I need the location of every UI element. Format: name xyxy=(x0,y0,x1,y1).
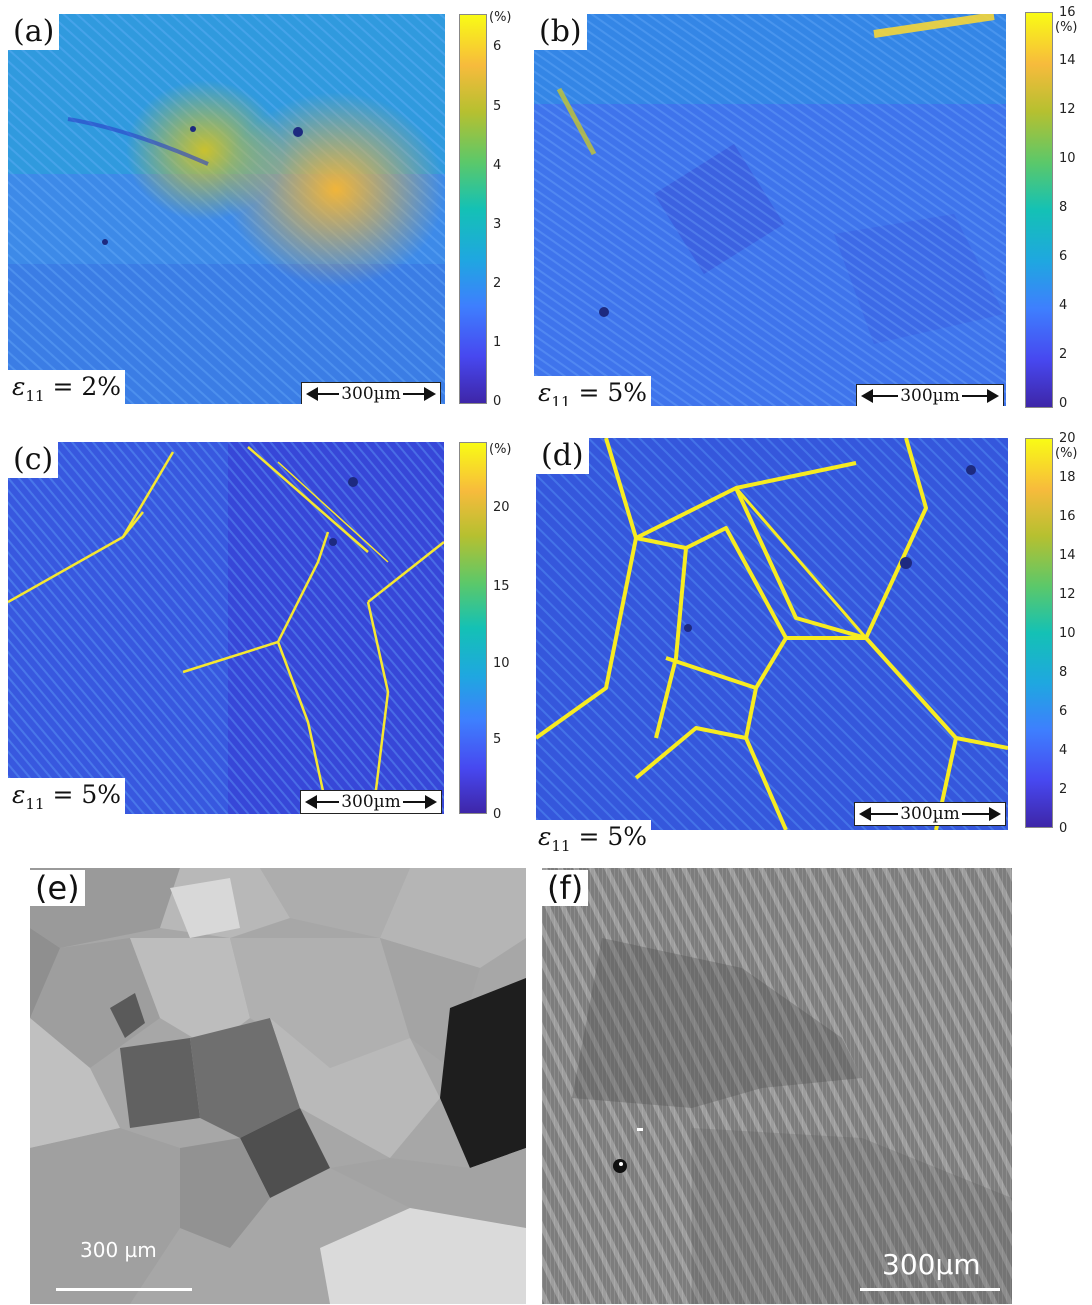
colorbar-tick: 10 xyxy=(1059,151,1076,166)
colorbar-tick: 20 xyxy=(493,500,510,515)
grain-image-e xyxy=(30,868,526,1304)
strain-label-c: ε11 = 5% xyxy=(8,778,126,814)
colorbar-tick: 10 xyxy=(1059,626,1076,641)
strain-label-b: ε11 = 5% xyxy=(534,376,652,406)
colorbar-tick: 5 xyxy=(493,732,502,747)
colorbar-tick: 4 xyxy=(493,158,502,173)
colorbar-tick: 0 xyxy=(493,394,502,409)
strain-map-panel-d: (d) 300µm xyxy=(536,438,1008,830)
scale-bar-f xyxy=(860,1288,1000,1291)
colorbar-gradient xyxy=(1025,12,1053,408)
colorbar-tick: 14 xyxy=(1059,548,1076,563)
colorbar-unit: (%) xyxy=(489,442,512,457)
sem-image-panel-f: (f) 300µm xyxy=(542,868,1012,1304)
sem-image-f xyxy=(542,868,1012,1304)
panel-label-c: (c) xyxy=(8,442,59,478)
colorbar-tick: 6 xyxy=(1059,704,1068,719)
colorbar-gradient xyxy=(459,14,487,404)
colorbar-tick: 18 xyxy=(1059,470,1076,485)
colorbar-gradient xyxy=(459,442,487,814)
strain-map-panel-a: (a) ε11 = 2% 300µm xyxy=(8,14,445,404)
panel-label-a: (a) xyxy=(8,14,60,50)
colorbar-tick: 12 xyxy=(1059,587,1076,602)
colorbar-tick: 14 xyxy=(1059,53,1076,68)
colorbar-c: (%) 20 15 10 5 0 xyxy=(459,442,529,822)
colorbar-d: 20 (%) 18 16 14 12 10 8 6 4 2 0 xyxy=(1025,432,1089,836)
colorbar-tick: 4 xyxy=(1059,743,1068,758)
colorbar-tick: 5 xyxy=(493,99,502,114)
colorbar-a: (%) 6 5 4 3 2 1 0 xyxy=(459,10,529,409)
panel-label-d: (d) xyxy=(536,438,589,474)
scale-bar-d: 300µm xyxy=(854,802,1006,826)
colorbar-unit: (%) xyxy=(489,10,512,25)
colorbar-tick: 6 xyxy=(1059,249,1068,264)
strain-map-panel-b: (b) ε11 = 5% 300µm xyxy=(534,14,1006,406)
colorbar-tick: 12 xyxy=(1059,102,1076,117)
scale-label-e: 300 µm xyxy=(80,1238,157,1262)
colorbar-tick: 16 xyxy=(1059,509,1076,524)
strain-field-d xyxy=(536,438,1008,830)
strain-label-a: ε11 = 2% xyxy=(8,370,126,404)
colorbar-tick: 0 xyxy=(493,807,502,822)
colorbar-tick: 16 xyxy=(1059,5,1076,20)
strain-field-c xyxy=(8,442,444,814)
grain-map-panel-e: (e) 300 µm xyxy=(30,868,526,1304)
panel-label-f: (f) xyxy=(542,870,589,906)
colorbar-tick: 8 xyxy=(1059,665,1068,680)
strain-field-a xyxy=(8,14,445,404)
colorbar-tick: 4 xyxy=(1059,298,1068,313)
colorbar-tick: 10 xyxy=(493,656,510,671)
scale-bar-c: 300µm xyxy=(300,790,442,814)
scale-bar-e xyxy=(56,1288,192,1291)
colorbar-gradient xyxy=(1025,438,1053,828)
colorbar-tick: 2 xyxy=(1059,782,1068,797)
colorbar-tick: 3 xyxy=(493,217,502,232)
scale-bar-a: 300µm xyxy=(301,382,441,404)
colorbar-tick: 0 xyxy=(1059,821,1068,836)
colorbar-tick: 2 xyxy=(493,276,502,291)
scale-label-f: 300µm xyxy=(882,1248,981,1281)
colorbar-tick: 8 xyxy=(1059,200,1068,215)
panel-label-b: (b) xyxy=(534,14,587,50)
strain-field-b xyxy=(534,14,1006,406)
colorbar-tick: 6 xyxy=(493,39,502,54)
colorbar-tick: 20 xyxy=(1059,431,1076,446)
colorbar-tick: 0 xyxy=(1059,396,1068,411)
strain-map-panel-c: (c) ε11 = 5% 300µm xyxy=(8,442,444,814)
colorbar-tick: 15 xyxy=(493,579,510,594)
colorbar-unit: (%) xyxy=(1055,20,1078,35)
colorbar-tick: 2 xyxy=(1059,347,1068,362)
colorbar-unit: (%) xyxy=(1055,446,1078,461)
scale-bar-b: 300µm xyxy=(856,384,1004,406)
panel-label-e: (e) xyxy=(30,870,85,906)
colorbar-b: 16 (%) 14 12 10 8 6 4 2 0 xyxy=(1025,6,1089,411)
colorbar-tick: 1 xyxy=(493,335,502,350)
strain-label-d: ε11 = 5% xyxy=(534,820,652,863)
